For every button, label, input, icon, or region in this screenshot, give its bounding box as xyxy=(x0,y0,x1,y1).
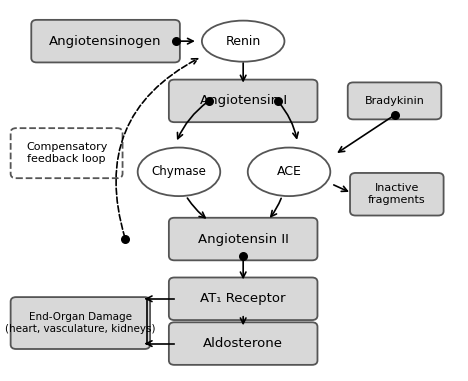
Point xyxy=(240,253,247,259)
Text: Chymase: Chymase xyxy=(152,165,206,178)
Point xyxy=(205,98,212,104)
Text: Angiotensin II: Angiotensin II xyxy=(198,232,289,245)
Text: Renin: Renin xyxy=(226,35,261,48)
FancyBboxPatch shape xyxy=(11,128,123,178)
Text: Angiotensinogen: Angiotensinogen xyxy=(49,35,162,48)
FancyBboxPatch shape xyxy=(169,277,317,320)
FancyBboxPatch shape xyxy=(169,218,317,260)
Text: Bradykinin: Bradykinin xyxy=(365,96,424,106)
Text: Angiotensin I: Angiotensin I xyxy=(200,94,287,107)
Text: AT₁ Receptor: AT₁ Receptor xyxy=(200,292,286,305)
Point xyxy=(122,236,129,242)
Text: ACE: ACE xyxy=(277,165,301,178)
Text: Aldosterone: Aldosterone xyxy=(203,337,283,350)
Point xyxy=(391,112,398,118)
FancyBboxPatch shape xyxy=(169,322,317,365)
Text: End-Organ Damage
(heart, vasculature, kidneys): End-Organ Damage (heart, vasculature, ki… xyxy=(5,312,155,334)
FancyBboxPatch shape xyxy=(348,82,441,119)
Point xyxy=(274,98,281,104)
Text: Compensatory
feedback loop: Compensatory feedback loop xyxy=(26,142,107,164)
Ellipse shape xyxy=(248,147,330,196)
FancyBboxPatch shape xyxy=(31,20,180,62)
Point xyxy=(172,38,180,44)
FancyBboxPatch shape xyxy=(350,173,444,216)
FancyBboxPatch shape xyxy=(11,297,150,349)
Ellipse shape xyxy=(202,21,285,62)
Text: Inactive
fragments: Inactive fragments xyxy=(368,183,425,205)
FancyBboxPatch shape xyxy=(169,80,317,122)
Ellipse shape xyxy=(138,147,220,196)
